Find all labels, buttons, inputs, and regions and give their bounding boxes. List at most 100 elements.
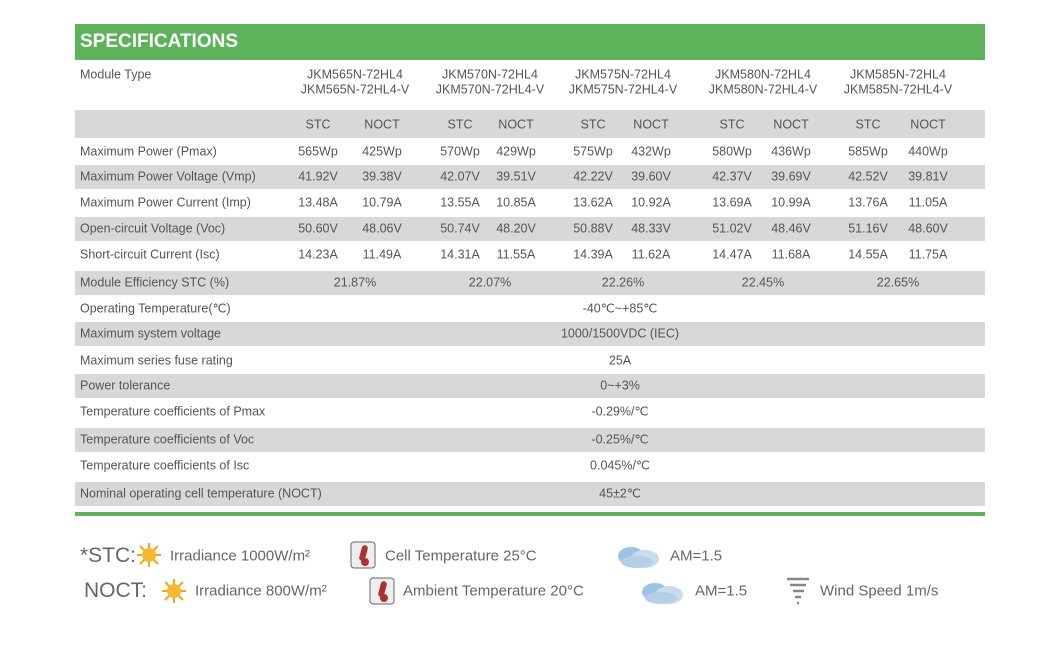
legend-item: AM=1.5 (695, 582, 748, 600)
row-label: Nominal operating cell temperature (NOCT… (80, 486, 322, 501)
cell: 39.69V (771, 169, 811, 184)
model-name: JKM565N-72HL4 (307, 67, 403, 82)
row-label: Temperature coefficients of Pmax (80, 404, 266, 419)
cell: 10.79A (362, 195, 402, 210)
cell: 42.37V (712, 169, 752, 184)
header-bar (75, 24, 985, 60)
legend-item: AM=1.5 (670, 547, 723, 565)
cell: 50.74V (440, 221, 480, 236)
cell: 45±2℃ (599, 486, 641, 501)
cell: 11.62A (631, 247, 671, 262)
condition-header: NOCT (773, 117, 809, 132)
header-band (75, 110, 985, 138)
legend-item: Wind Speed 1m/s (820, 582, 939, 600)
cell: 50.60V (298, 221, 338, 236)
cell: 11.49A (362, 247, 402, 262)
condition-header: NOCT (364, 117, 400, 132)
cell: 13.48A (298, 195, 338, 210)
row-label: Short-circuit Current (Isc) (80, 247, 220, 262)
legend-item: Ambient Temperature 20°C (403, 582, 584, 600)
cell: 39.51V (496, 169, 536, 184)
legend-item: Irradiance 800W/m² (195, 582, 327, 600)
model-name: JKM585N-72HL4 (850, 67, 946, 82)
wind-icon (787, 577, 809, 605)
legend-label: *STC: (80, 544, 137, 567)
thermometer-icon (369, 577, 395, 605)
cell: 575Wp (573, 144, 613, 159)
row-band (75, 428, 985, 452)
cell: 14.39A (573, 247, 613, 262)
sun-icon (137, 543, 161, 567)
row-label: Maximum Power (Pmax) (80, 144, 217, 159)
cell: 429Wp (496, 144, 536, 159)
cell: 21.87% (333, 275, 377, 290)
cell: 11.75A (908, 247, 948, 262)
cell: -0.25%/℃ (591, 432, 649, 447)
model-name: JKM565N-72HL4-V (300, 82, 410, 97)
row-label: Maximum Power Voltage (Vmp) (80, 169, 256, 184)
row-label: Maximum Power Current (Imp) (80, 195, 251, 210)
cell: 1000/1500VDC (IEC) (560, 326, 680, 341)
cell: 565Wp (298, 144, 338, 159)
row-band (75, 165, 985, 189)
row-label: Module Type (80, 67, 152, 82)
row-band (75, 217, 985, 241)
cell: 0~+3% (600, 378, 640, 393)
row-label: Power tolerance (80, 378, 171, 393)
row-band (75, 374, 985, 398)
row-label: Temperature coefficients of Voc (80, 432, 255, 447)
cell: 48.60V (908, 221, 948, 236)
cell: 22.65% (876, 275, 920, 290)
condition-header: STC (305, 117, 331, 132)
cell: 10.92A (631, 195, 671, 210)
condition-header: NOCT (910, 117, 946, 132)
model-name: JKM580N-72HL4-V (708, 82, 818, 97)
cell: 11.55A (496, 247, 536, 262)
cell: 436Wp (771, 144, 811, 159)
cell: 11.68A (771, 247, 811, 262)
row-band (75, 271, 985, 295)
cell: 440Wp (908, 144, 948, 159)
condition-header: NOCT (633, 117, 669, 132)
cell: 10.99A (771, 195, 811, 210)
cloud-icon (618, 547, 659, 568)
legend-item: Cell Temperature 25°C (385, 547, 537, 565)
condition-header: NOCT (498, 117, 534, 132)
condition-header: STC (855, 117, 881, 132)
legend-label: NOCT: (84, 579, 147, 602)
condition-header: STC (580, 117, 606, 132)
cell: 14.55A (848, 247, 888, 262)
row-label: Maximum system voltage (80, 326, 222, 341)
cell: 48.33V (631, 221, 671, 236)
cell: 51.02V (712, 221, 752, 236)
cell: 42.52V (848, 169, 888, 184)
cell: 51.16V (848, 221, 888, 236)
cell: -40℃~+85℃ (582, 301, 658, 316)
cell: 14.23A (298, 247, 338, 262)
cell: 432Wp (631, 144, 671, 159)
cell: 22.07% (468, 275, 512, 290)
cell: 48.06V (362, 221, 402, 236)
cell: 13.62A (573, 195, 613, 210)
cell: 14.47A (712, 247, 752, 262)
cell: 22.26% (601, 275, 645, 290)
green-rule (75, 512, 985, 516)
cell: 570Wp (440, 144, 480, 159)
thermometer-icon (350, 541, 376, 569)
cell: 39.81V (908, 169, 948, 184)
condition-header: STC (447, 117, 473, 132)
condition-header: STC (719, 117, 745, 132)
cell: 48.20V (496, 221, 536, 236)
cell: 39.60V (631, 169, 671, 184)
cell: 14.31A (440, 247, 480, 262)
title: SPECIFICATIONS (80, 31, 238, 52)
row-label: Temperature coefficients of Isc (80, 458, 250, 473)
model-name: JKM570N-72HL4 (442, 67, 538, 82)
model-name: JKM575N-72HL4 (575, 67, 671, 82)
cell: 22.45% (741, 275, 785, 290)
cell: 425Wp (362, 144, 402, 159)
cell: 25A (608, 353, 632, 368)
row-label: Open-circuit Voltage (Voc) (80, 221, 226, 236)
row-label: Module Efficiency STC (%) (80, 275, 230, 290)
